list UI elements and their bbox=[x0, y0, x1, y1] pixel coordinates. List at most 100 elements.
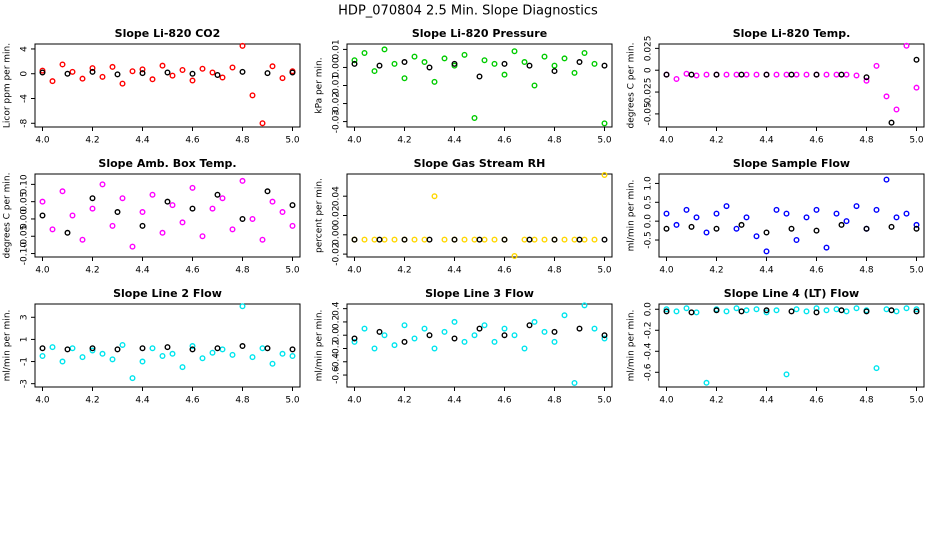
data-point bbox=[426, 236, 433, 243]
data-point bbox=[688, 223, 695, 230]
data-point bbox=[361, 236, 368, 243]
data-point bbox=[471, 332, 478, 339]
data-point bbox=[576, 59, 583, 66]
x-tick-label: 4.4 bbox=[135, 266, 150, 276]
data-point bbox=[114, 346, 121, 353]
plot-frame bbox=[346, 303, 613, 388]
data-point bbox=[401, 338, 408, 345]
data-point bbox=[743, 214, 750, 221]
data-point bbox=[99, 181, 106, 188]
data-point bbox=[139, 70, 146, 77]
data-point bbox=[69, 68, 76, 75]
data-point bbox=[89, 347, 96, 354]
x-tick-label: 5.0 bbox=[909, 136, 924, 146]
data-point bbox=[663, 306, 670, 313]
data-point bbox=[601, 62, 608, 69]
data-point bbox=[64, 346, 71, 353]
data-point bbox=[591, 60, 598, 67]
data-point bbox=[451, 60, 458, 67]
y-tick-label: -0.10 bbox=[20, 242, 30, 266]
y-axis-label: ml/min per min. bbox=[627, 310, 637, 382]
data-point bbox=[431, 193, 438, 200]
data-point bbox=[411, 53, 418, 60]
y-tick-label: 0.5 bbox=[644, 195, 654, 209]
data-point bbox=[164, 198, 171, 205]
data-point bbox=[89, 195, 96, 202]
data-point bbox=[189, 205, 196, 212]
y-tick-label: -0.6 bbox=[332, 366, 342, 384]
data-point bbox=[164, 69, 171, 76]
data-point bbox=[793, 237, 800, 244]
data-point bbox=[269, 360, 276, 367]
y-tick-label: -0.2 bbox=[332, 340, 342, 358]
data-point bbox=[813, 227, 820, 234]
data-point bbox=[913, 221, 920, 228]
data-point bbox=[264, 345, 271, 352]
data-point bbox=[114, 209, 121, 216]
data-point bbox=[501, 325, 508, 332]
data-point bbox=[39, 198, 46, 205]
data-point bbox=[703, 229, 710, 236]
data-point bbox=[788, 225, 795, 232]
data-point bbox=[49, 226, 56, 233]
panel-title: Slope Li-820 Temp. bbox=[733, 27, 851, 40]
data-point bbox=[783, 371, 790, 378]
panel-title: Slope Amb. Box Temp. bbox=[98, 157, 236, 170]
y-tick-label: -0.05 bbox=[20, 225, 30, 248]
data-point bbox=[511, 332, 518, 339]
data-point bbox=[441, 55, 448, 62]
data-point bbox=[149, 191, 156, 198]
data-point bbox=[893, 214, 900, 221]
x-tick-label: 4.6 bbox=[185, 396, 200, 406]
x-tick-label: 4.4 bbox=[759, 396, 774, 406]
x-tick-label: 5.0 bbox=[597, 396, 612, 406]
data-point bbox=[119, 341, 126, 348]
data-point bbox=[411, 335, 418, 342]
data-point bbox=[673, 308, 680, 315]
data-point bbox=[788, 308, 795, 315]
data-point bbox=[541, 53, 548, 60]
data-point bbox=[541, 236, 548, 243]
x-tick-label: 4.6 bbox=[809, 266, 824, 276]
x-tick-label: 4.4 bbox=[135, 396, 150, 406]
x-tick-label: 4.4 bbox=[135, 136, 150, 146]
data-point bbox=[663, 225, 670, 232]
x-tick-label: 4.4 bbox=[447, 266, 462, 276]
data-point bbox=[838, 307, 845, 314]
data-point bbox=[723, 308, 730, 315]
y-axis-label: ml/min per min. bbox=[315, 310, 325, 382]
x-tick-label: 4.2 bbox=[85, 266, 99, 276]
data-point bbox=[723, 203, 730, 210]
data-point bbox=[526, 62, 533, 69]
data-point bbox=[351, 335, 358, 342]
data-point bbox=[601, 332, 608, 339]
data-point bbox=[713, 307, 720, 314]
data-point bbox=[264, 188, 271, 195]
data-point bbox=[591, 236, 598, 243]
data-point bbox=[149, 76, 156, 83]
y-tick-label: -0.05 bbox=[644, 102, 654, 125]
data-point bbox=[239, 303, 246, 310]
x-tick-label: 4.6 bbox=[497, 396, 512, 406]
data-point bbox=[903, 42, 910, 49]
data-point bbox=[853, 72, 860, 79]
data-point bbox=[853, 203, 860, 210]
data-point bbox=[169, 202, 176, 209]
plot-frame bbox=[658, 173, 925, 258]
y-tick-label: -1 bbox=[20, 357, 30, 366]
x-tick-label: 4.0 bbox=[35, 396, 50, 406]
data-point bbox=[763, 248, 770, 255]
data-point bbox=[219, 195, 226, 202]
data-point bbox=[813, 71, 820, 78]
data-point bbox=[501, 236, 508, 243]
data-point bbox=[576, 325, 583, 332]
data-point bbox=[888, 307, 895, 314]
data-point bbox=[491, 338, 498, 345]
data-point bbox=[376, 328, 383, 335]
data-point bbox=[259, 236, 266, 243]
data-point bbox=[214, 71, 221, 78]
data-point bbox=[501, 71, 508, 78]
data-point bbox=[683, 305, 690, 312]
data-point bbox=[39, 353, 46, 360]
x-tick-label: 5.0 bbox=[909, 396, 924, 406]
